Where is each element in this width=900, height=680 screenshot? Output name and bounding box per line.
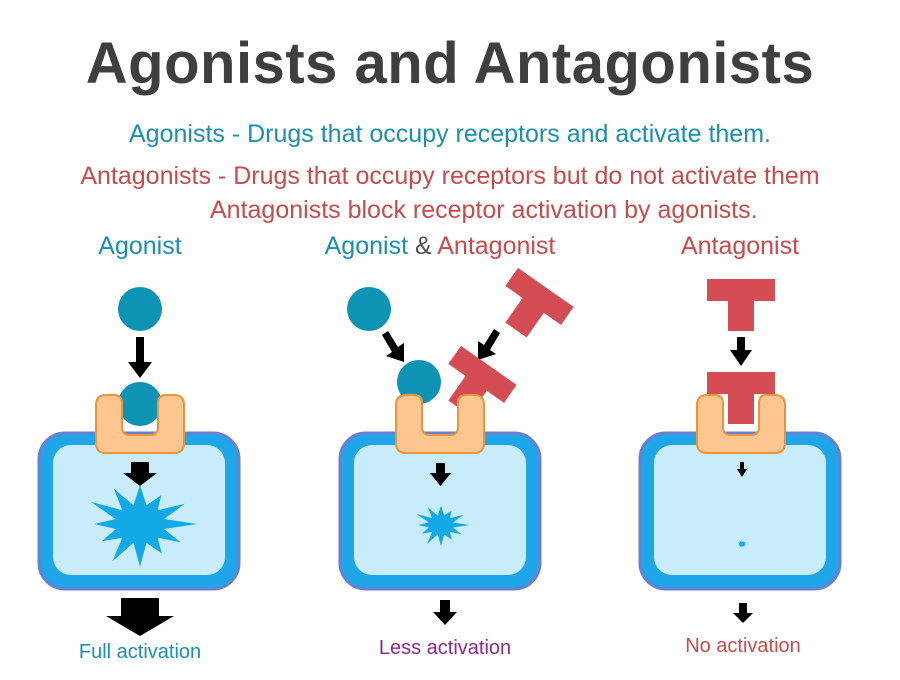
- agonist-molecule: [118, 287, 162, 331]
- panel-title-ampersand: &: [414, 232, 432, 260]
- receptor: [395, 394, 485, 454]
- caption-no-activation: No activation: [685, 635, 801, 657]
- panel-title-agonist-label: Agonist: [98, 232, 182, 260]
- agonist-definition: Agonists - Drugs that occupy receptors a…: [129, 120, 771, 148]
- panel-title-agonist-antagonist: Agonist & Antagonist: [290, 232, 590, 261]
- signal-arrow-icon: [430, 463, 451, 486]
- arrow-diagonal-icon: [478, 329, 500, 360]
- antagonist-molecule: [707, 279, 775, 331]
- antagonist-definition: Antagonists - Drugs that occupy receptor…: [80, 162, 820, 190]
- signal-arrow-icon: [737, 462, 747, 477]
- panel-title-agonist-part: Agonist: [324, 232, 409, 260]
- caption-full-activation: Full activation: [78, 641, 202, 663]
- cell-antagonist: [638, 431, 842, 591]
- page-title: Agonists and Antagonists: [85, 31, 815, 96]
- partially-bound-agonist: [397, 360, 441, 404]
- signal-arrow-icon: [123, 462, 157, 486]
- activation-burst-icon: [90, 485, 198, 567]
- arrow-down-icon: [730, 337, 752, 366]
- panel-agonist-antagonist: [338, 267, 574, 625]
- output-arrow-icon: [106, 598, 174, 636]
- panel-title-antagonist-part: Antagonist: [437, 232, 556, 260]
- arrow-diagonal-icon: [382, 331, 404, 362]
- antagonist-molecule: [488, 267, 574, 350]
- caption-less-activation: Less activation: [378, 637, 512, 659]
- panel-agonist: [37, 287, 241, 636]
- output-arrow-icon: [433, 600, 457, 625]
- bound-agonist: [118, 382, 162, 426]
- antagonist-block-definition: Antagonists block receptor activation by…: [210, 196, 758, 224]
- activation-burst-icon: [737, 540, 748, 549]
- panel-title-antagonist-label: Antagonist: [680, 232, 800, 260]
- panel-antagonist: [638, 279, 842, 623]
- output-arrow-icon: [733, 603, 753, 623]
- panel-title-agonist: Agonist: [40, 232, 240, 261]
- agonist-molecule: [347, 287, 391, 331]
- panel-title-antagonist: Antagonist: [640, 232, 840, 261]
- arrow-down-icon: [128, 337, 152, 378]
- activation-burst-icon: [416, 505, 470, 547]
